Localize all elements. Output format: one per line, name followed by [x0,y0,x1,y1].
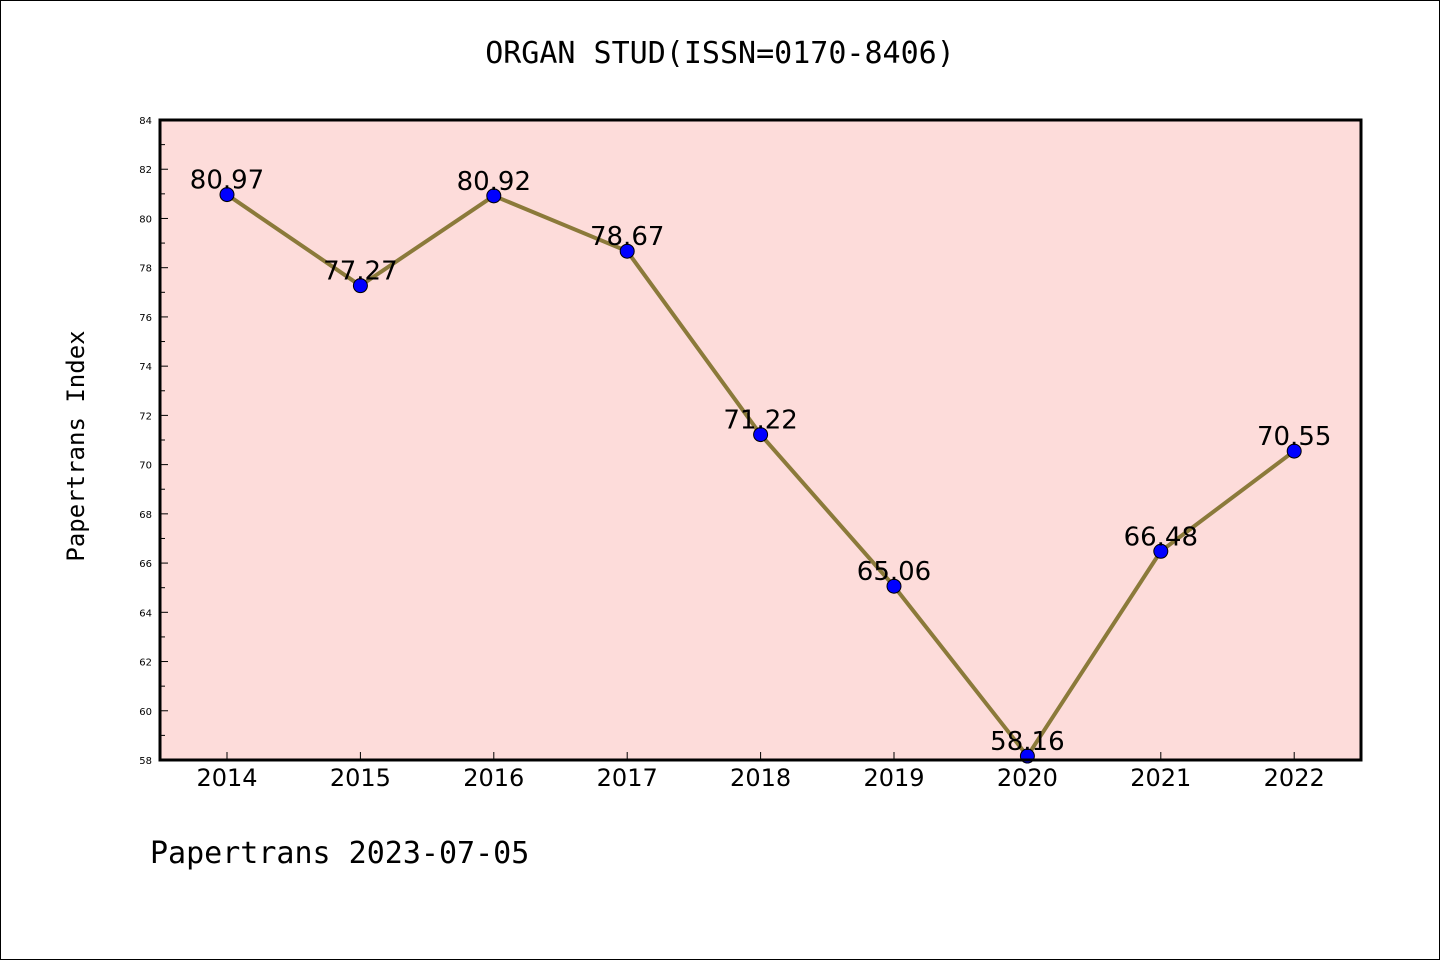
y-tick-label: 60 [139,707,152,718]
y-tick-label: 68 [139,510,152,521]
y-tick-label: 84 [139,116,152,127]
data-point [486,188,502,204]
data-point [753,427,769,443]
data-label: 58.16 [990,727,1064,757]
footer-text: Papertrans 2023-07-05 [150,836,530,871]
data-label: 80.97 [190,166,264,196]
data-point [886,578,902,594]
x-tick-label: 2021 [1130,764,1191,792]
y-tick-label: 64 [139,608,152,619]
data-point [619,243,635,259]
y-tick-label: 72 [139,411,152,422]
y-tick-label: 82 [139,165,152,176]
y-tick-label: 80 [139,214,152,225]
x-tick-label: 2020 [997,764,1058,792]
x-tick-label: 2017 [597,764,658,792]
x-tick-label: 2014 [196,764,257,792]
y-tick-label: 78 [139,264,152,275]
data-label: 71.22 [723,406,797,436]
y-tick-label: 58 [139,756,152,767]
data-point [1286,443,1302,459]
y-tick-label: 70 [139,461,152,472]
data-point [1153,543,1169,559]
chart-title: ORGAN STUD(ISSN=0170-8406) [485,36,955,71]
data-label: 78.67 [590,222,664,252]
x-tick-label: 2022 [1264,764,1325,792]
x-tick-label: 2016 [463,764,524,792]
data-point [352,278,368,294]
data-point [219,187,235,203]
data-label: 70.55 [1257,422,1331,452]
x-tick-label: 2018 [730,764,791,792]
x-tick-label: 2019 [863,764,924,792]
x-tick-label: 2015 [330,764,391,792]
data-label: 80.92 [457,167,531,197]
y-tick-label: 74 [139,362,152,373]
y-tick-label: 76 [139,313,152,324]
y-tick-label: 62 [139,658,152,669]
data-label: 77.27 [323,257,397,287]
data-label: 66.48 [1124,522,1198,552]
y-tick-label: 66 [139,559,152,570]
plot-border [158,118,1363,762]
data-label: 65.06 [857,557,931,587]
